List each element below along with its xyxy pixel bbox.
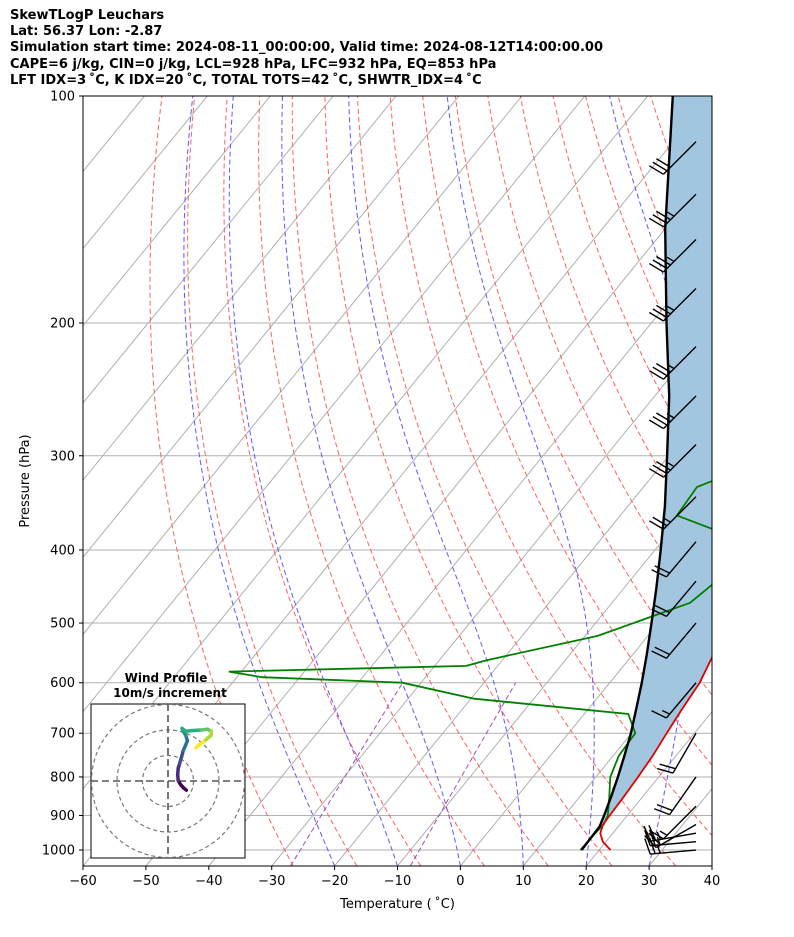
plot-area	[83, 96, 794, 866]
x-tick-label: 0	[456, 874, 464, 889]
isotherm-line	[83, 96, 523, 636]
wind-barb	[644, 823, 697, 849]
y-tick-label: 1000	[42, 844, 75, 859]
wind-barb	[648, 444, 697, 478]
wind-barb	[648, 193, 697, 228]
wind-barb	[648, 395, 697, 430]
x-tick-label: 30	[641, 874, 658, 889]
isotherm-line	[334, 402, 712, 866]
y-tick-label: 900	[50, 809, 75, 824]
isotherm-line	[208, 247, 712, 866]
dry-adiabat	[519, 96, 712, 555]
moist-adiabat	[281, 96, 461, 866]
wind-barb	[648, 239, 697, 273]
isotherm-line	[585, 710, 712, 866]
dry-adiabat	[258, 96, 485, 866]
dry-adiabat	[487, 96, 712, 626]
y-axis-label: Pressure (hPa)	[18, 434, 33, 527]
wind-barb	[648, 287, 697, 322]
wind-barb	[648, 141, 697, 175]
moist-adiabat	[183, 96, 336, 866]
isotherm-line	[83, 96, 208, 250]
temperature-line	[599, 655, 712, 851]
isotherm-line	[83, 96, 460, 559]
time-line: Simulation start time: 2024-08-11_00:00:…	[10, 40, 603, 55]
isotherm-line	[397, 479, 712, 866]
x-tick-label: 40	[704, 874, 721, 889]
y-tick-label: 100	[50, 90, 75, 105]
hodograph-subtitle: 10m/s increment	[113, 686, 227, 700]
hodograph-area	[91, 704, 245, 858]
hodograph-trace-segment	[194, 743, 201, 750]
index-line: LFT IDX=3 ˚C, K IDX=20 ˚C, TOTAL TOTS=42…	[10, 73, 482, 88]
dry-adiabat	[422, 96, 712, 766]
x-tick-label: −60	[69, 874, 96, 889]
y-tick-label: 600	[50, 676, 75, 691]
y-tick-label: 400	[50, 543, 75, 558]
wind-barb	[648, 346, 697, 380]
isotherm-line	[83, 96, 271, 327]
dry-adiabat	[291, 96, 549, 866]
y-tick-label: 500	[50, 617, 75, 632]
x-axis-label: Temperature ( ˚C)	[339, 896, 455, 912]
wind-barb	[656, 732, 697, 774]
dry-adiabat	[324, 96, 613, 866]
wind-barb	[651, 622, 697, 659]
x-tick-label: −30	[258, 874, 285, 889]
isotherm-line	[83, 96, 586, 713]
dry-adiabat	[454, 96, 712, 696]
y-tick-label: 800	[50, 770, 75, 785]
isotherm-line	[522, 633, 712, 866]
dry-adiabat	[389, 96, 712, 837]
y-tick-label: 200	[50, 316, 75, 331]
cape-line: CAPE=6 j/kg, CIN=0 j/kg, LCL=928 hPa, LF…	[10, 57, 497, 72]
wind-barb	[648, 496, 697, 530]
hodograph-title: Wind Profile	[125, 671, 208, 685]
x-tick-label: 20	[578, 874, 595, 889]
wind-barb	[651, 580, 697, 618]
dry-adiabat	[223, 96, 422, 866]
mixing-ratio-line	[409, 682, 517, 866]
x-tick-label: −50	[132, 874, 159, 889]
location-line: Lat: 56.37 Lon: -2.87	[10, 24, 163, 39]
x-tick-label: −40	[195, 874, 222, 889]
mixing-ratio-line	[290, 682, 404, 866]
moist-adiabat	[228, 96, 398, 866]
x-tick-label: −20	[321, 874, 348, 889]
isotherm-line	[83, 96, 397, 481]
wind-barb	[651, 682, 697, 719]
y-tick-label: 700	[50, 727, 75, 742]
moist-adiabat	[348, 96, 524, 866]
wind-barb	[651, 541, 697, 578]
cape-shading	[599, 96, 712, 827]
moist-adiabat	[711, 864, 712, 866]
wind-barb	[648, 805, 697, 840]
parcel-line	[580, 96, 674, 851]
isotherm-line	[460, 556, 712, 866]
isotherm-line	[271, 324, 712, 866]
x-tick-label: −10	[384, 874, 411, 889]
isotherm-line	[775, 96, 794, 866]
wind-barb	[653, 776, 697, 816]
dry-adiabat	[187, 96, 358, 866]
dry-adiabat	[149, 96, 294, 866]
dewpoint-line	[228, 480, 712, 851]
chart-title: SkewTLogP Leuchars	[10, 8, 165, 23]
y-tick-label: 300	[50, 449, 75, 464]
isotherm-line	[711, 865, 712, 866]
x-tick-label: 10	[515, 874, 532, 889]
isotherm-line	[83, 96, 334, 404]
